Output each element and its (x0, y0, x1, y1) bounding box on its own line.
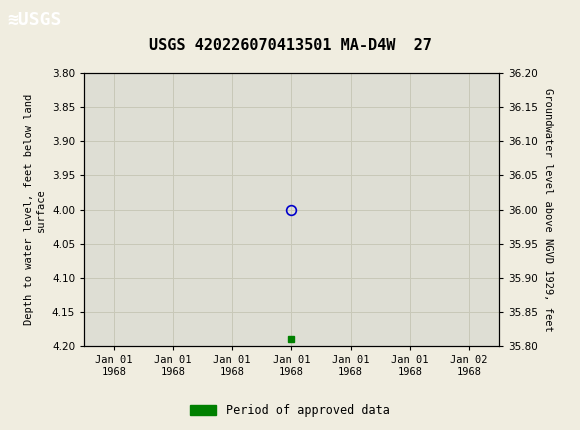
Y-axis label: Groundwater level above NGVD 1929, feet: Groundwater level above NGVD 1929, feet (543, 88, 553, 332)
Legend: Period of approved data: Period of approved data (186, 399, 394, 422)
Text: USGS 420226070413501 MA-D4W  27: USGS 420226070413501 MA-D4W 27 (148, 38, 432, 52)
Y-axis label: Depth to water level, feet below land
surface: Depth to water level, feet below land su… (24, 94, 46, 325)
Text: ≋USGS: ≋USGS (7, 11, 61, 29)
